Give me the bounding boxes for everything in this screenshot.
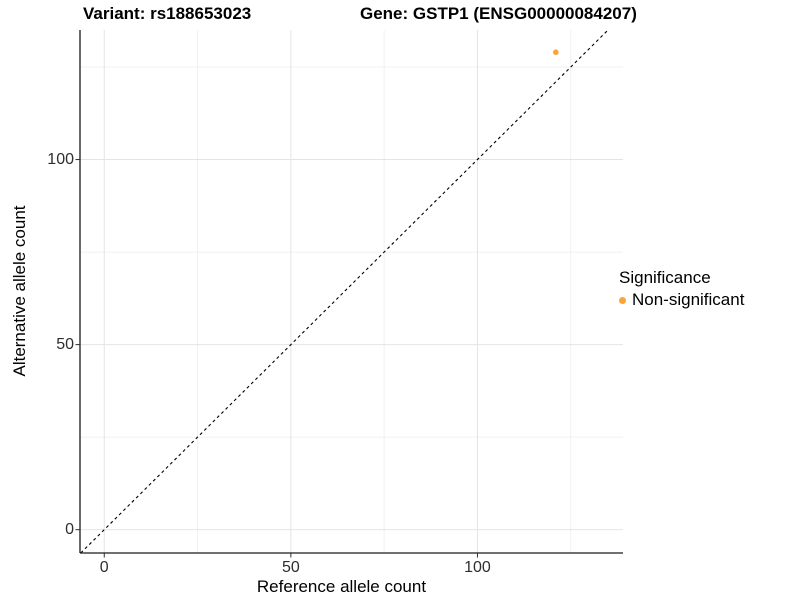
y-tick-label: 100: [47, 150, 74, 168]
y-axis-label: Alternative allele count: [10, 205, 29, 377]
plot-title-variant: Variant: rs188653023: [83, 4, 252, 23]
identity-reference-line: [80, 29, 609, 554]
legend-title: Significance: [619, 268, 711, 287]
legend-item-label: Non-significant: [632, 290, 745, 309]
y-tick-label: 50: [56, 335, 74, 353]
x-axis-label: Reference allele count: [256, 577, 427, 596]
x-tick-label: 50: [281, 559, 300, 576]
x-tick-label: 0: [99, 559, 109, 576]
legend-key-dot-icon: [619, 296, 626, 304]
data-point: [553, 49, 559, 56]
y-axis-label-anchor: Alternative allele count: [10, 205, 191, 376]
legend-item-non-significant: Non-significant: [619, 290, 744, 310]
x-tick-label: 100: [464, 559, 491, 576]
plot-title-gene: Gene: GSTP1 (ENSG00000084207): [360, 4, 637, 23]
y-tick-label: 0: [65, 520, 74, 538]
legend: Significance Non-significant: [619, 268, 744, 310]
